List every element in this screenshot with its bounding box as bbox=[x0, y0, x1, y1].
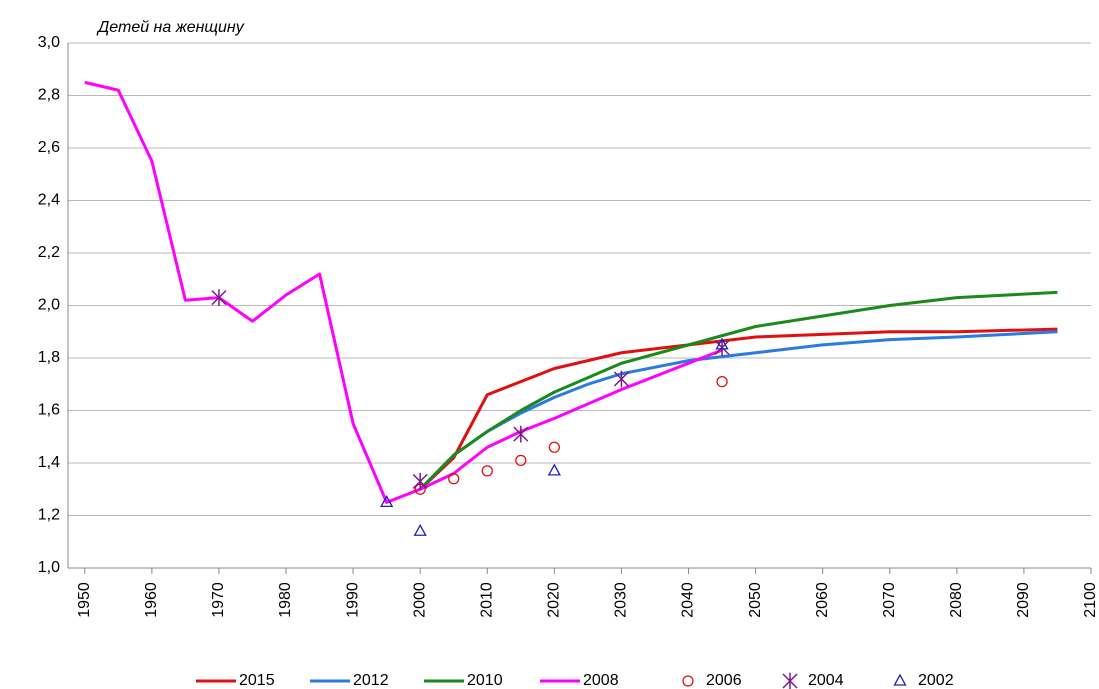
x-tick-label: 2030 bbox=[613, 582, 630, 618]
y-tick-label: 2,6 bbox=[38, 139, 60, 156]
marker bbox=[715, 337, 729, 350]
series-line bbox=[419, 290, 1058, 491]
legend-label: 2010 bbox=[467, 672, 503, 689]
legend-swatch bbox=[893, 673, 907, 686]
y-tick-label: 2,8 bbox=[38, 87, 60, 104]
x-tick-label: 1950 bbox=[76, 582, 93, 618]
x-tick-label: 1960 bbox=[143, 582, 160, 618]
legend-item: 2012 bbox=[310, 672, 389, 689]
x-tick-label: 2090 bbox=[1015, 582, 1032, 618]
x-tick-label: 2020 bbox=[546, 582, 563, 618]
legend-item: 2006 bbox=[682, 672, 742, 689]
marker bbox=[716, 375, 728, 388]
legend-label: 2015 bbox=[239, 672, 275, 689]
marker bbox=[412, 472, 428, 490]
legend-item: 2010 bbox=[424, 672, 503, 689]
legend-item: 2008 bbox=[540, 672, 619, 689]
x-tick-label: 2070 bbox=[881, 582, 898, 618]
marker bbox=[211, 289, 227, 307]
legend-item: 2004 bbox=[782, 672, 844, 689]
marker bbox=[613, 370, 629, 388]
legend-label: 2012 bbox=[353, 672, 389, 689]
legend-swatch bbox=[682, 675, 694, 687]
x-tick-label: 1980 bbox=[277, 582, 294, 618]
legend-item: 2002 bbox=[893, 672, 954, 689]
y-tick-label: 1,0 bbox=[38, 559, 60, 576]
series-line bbox=[84, 80, 723, 504]
marker bbox=[448, 473, 460, 485]
x-tick-label: 2060 bbox=[814, 582, 831, 618]
x-tick-label: 2040 bbox=[680, 582, 697, 618]
x-tick-label: 1970 bbox=[210, 582, 227, 618]
y-tick-label: 3,0 bbox=[38, 34, 60, 51]
legend-label: 2002 bbox=[918, 672, 954, 689]
marker bbox=[548, 441, 560, 453]
y-tick-label: 1,6 bbox=[38, 402, 60, 419]
marker bbox=[547, 463, 561, 476]
marker bbox=[380, 495, 394, 508]
marker bbox=[515, 454, 527, 467]
y-tick-label: 2,2 bbox=[38, 244, 60, 261]
marker bbox=[513, 425, 529, 443]
y-tick-label: 2,4 bbox=[38, 192, 60, 209]
legend-swatch bbox=[782, 672, 798, 689]
series-line bbox=[419, 327, 1058, 491]
x-tick-label: 2100 bbox=[1082, 582, 1099, 618]
x-tick-label: 2000 bbox=[411, 582, 428, 618]
x-tick-label: 2050 bbox=[747, 582, 764, 618]
marker bbox=[481, 465, 493, 477]
x-tick-label: 1990 bbox=[344, 582, 361, 618]
x-tick-label: 2010 bbox=[478, 582, 495, 618]
y-axis-label: Детей на женщину bbox=[96, 19, 245, 36]
marker bbox=[413, 523, 427, 536]
y-tick-label: 1,8 bbox=[38, 349, 60, 366]
x-tick-label: 2080 bbox=[948, 582, 965, 618]
legend-label: 2006 bbox=[706, 672, 742, 689]
marker bbox=[714, 339, 730, 356]
y-tick-label: 1,2 bbox=[38, 507, 60, 524]
y-tick-label: 1,4 bbox=[38, 454, 60, 471]
legend-label: 2004 bbox=[808, 672, 844, 689]
legend-item: 2015 bbox=[196, 672, 275, 689]
legend-label: 2008 bbox=[583, 672, 619, 689]
y-tick-label: 2,0 bbox=[38, 297, 60, 314]
